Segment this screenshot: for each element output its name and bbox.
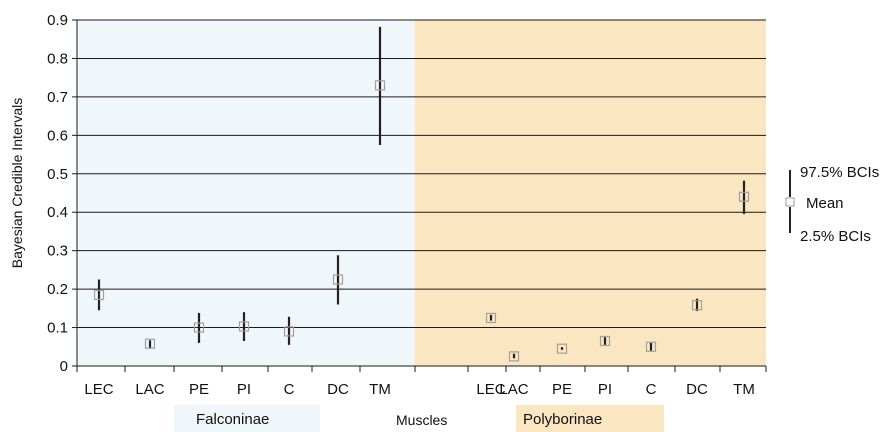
mean-marker-falconinae-pe xyxy=(193,322,205,333)
legend-mean-label: Mean xyxy=(806,195,844,212)
falconinae-label-box xyxy=(174,405,320,432)
x-tick-label-polyborinae-lec: LEC xyxy=(476,381,505,398)
x-tick-label-polyborinae-c: C xyxy=(646,381,657,398)
x-tick-label-polyborinae-pi: PI xyxy=(598,381,612,398)
mean-marker-falconinae-c xyxy=(283,326,295,337)
x-tick-label-polyborinae-lac: LAC xyxy=(499,381,528,398)
y-tick-label: 0.3 xyxy=(47,243,68,260)
mean-marker-polyborinae-tm xyxy=(738,191,750,202)
mean-marker-falconinae-lac xyxy=(144,338,156,349)
y-axis-title: Bayesian Credible Intervals xyxy=(9,98,25,268)
y-tick-label: 0.4 xyxy=(47,204,68,221)
x-tick-label-falconinae-lac: LAC xyxy=(135,381,164,398)
mean-marker-polyborinae-lac xyxy=(508,351,520,362)
band-polyborinae xyxy=(415,20,766,366)
x-tick-label-polyborinae-tm: TM xyxy=(733,381,755,398)
legend-mean-marker xyxy=(785,197,795,207)
polyborinae-label: Polyborinae xyxy=(523,411,602,428)
falconinae-label: Falconinae xyxy=(196,411,269,428)
x-tick-label-falconinae-c: C xyxy=(284,381,295,398)
mean-marker-polyborinae-lec xyxy=(485,312,497,324)
legend-lower-label: 2.5% BCIs xyxy=(800,228,871,245)
y-tick-label: 0 xyxy=(60,358,68,375)
legend-upper-label: 97.5% BCIs xyxy=(800,164,879,181)
y-tick-label: 0.1 xyxy=(47,320,68,337)
x-tick-label-polyborinae-dc: DC xyxy=(686,381,708,398)
y-tick-label: 0.6 xyxy=(47,127,68,144)
group-bands xyxy=(77,20,766,366)
x-tick-label-falconinae-pe: PE xyxy=(189,381,209,398)
band-falconinae xyxy=(77,20,415,366)
y-tick-label: 0.8 xyxy=(47,50,68,67)
mean-marker-falconinae-lec xyxy=(93,289,105,300)
mean-marker-polyborinae-dc xyxy=(691,300,703,311)
gridlines xyxy=(72,19,766,367)
y-tick-label: 0.5 xyxy=(47,166,68,183)
x-tick-label-falconinae-tm: TM xyxy=(369,381,391,398)
y-tick-label: 0.2 xyxy=(47,281,68,298)
group-labels: Falconinae Muscles Polyborinae xyxy=(174,405,664,432)
chart-marks xyxy=(93,26,750,362)
axes xyxy=(76,20,767,372)
x-tick-label-falconinae-dc: DC xyxy=(327,381,349,398)
x-tick-label-falconinae-pi: PI xyxy=(237,381,251,398)
mean-marker-falconinae-pi xyxy=(238,321,250,332)
mean-marker-polyborinae-pi xyxy=(599,335,611,347)
x-axis-title: Muscles xyxy=(396,412,447,428)
y-tick-label: 0.9 xyxy=(47,12,68,29)
x-tick-label-falconinae-lec: LEC xyxy=(84,381,113,398)
x-tick-label-polyborinae-pe: PE xyxy=(552,381,572,398)
mean-marker-falconinae-tm xyxy=(374,80,386,91)
y-tick-label: 0.7 xyxy=(47,89,68,106)
legend: 97.5% BCIs Mean 2.5% BCIs xyxy=(785,164,879,245)
polyborinae-label-box xyxy=(516,405,664,432)
mean-marker-polyborinae-pe xyxy=(556,343,568,354)
mean-marker-falconinae-dc xyxy=(332,274,344,285)
mean-marker-polyborinae-c xyxy=(645,341,657,352)
